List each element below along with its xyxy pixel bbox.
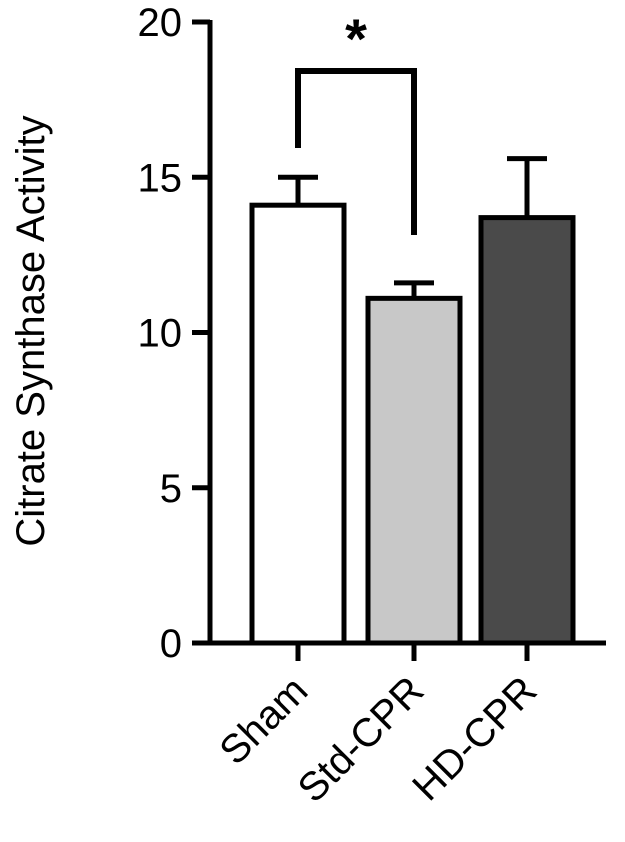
y-axis-title: Citrate Synthase Activity [9,115,53,546]
y-tick-label: 15 [138,156,183,200]
significance-star: * [345,7,367,70]
y-tick-label: 0 [160,622,182,666]
y-tick-label: 20 [138,1,183,45]
y-tick-label: 10 [138,312,183,356]
x-tick-label: HD-CPR [404,668,545,809]
y-tick-label: 5 [160,467,182,511]
bar-sham [249,202,347,646]
bar-hd-cpr [478,215,576,646]
significance-annotations: * [295,7,417,235]
significance-bracket [295,68,417,235]
error-bars [278,156,547,299]
x-tick-label: Sham [211,668,316,773]
x-tick-label: Std-CPR [290,668,433,811]
bar-std-cpr [365,295,463,646]
y-ticks: 0 5 10 15 20 [138,1,210,666]
bars [249,202,576,646]
